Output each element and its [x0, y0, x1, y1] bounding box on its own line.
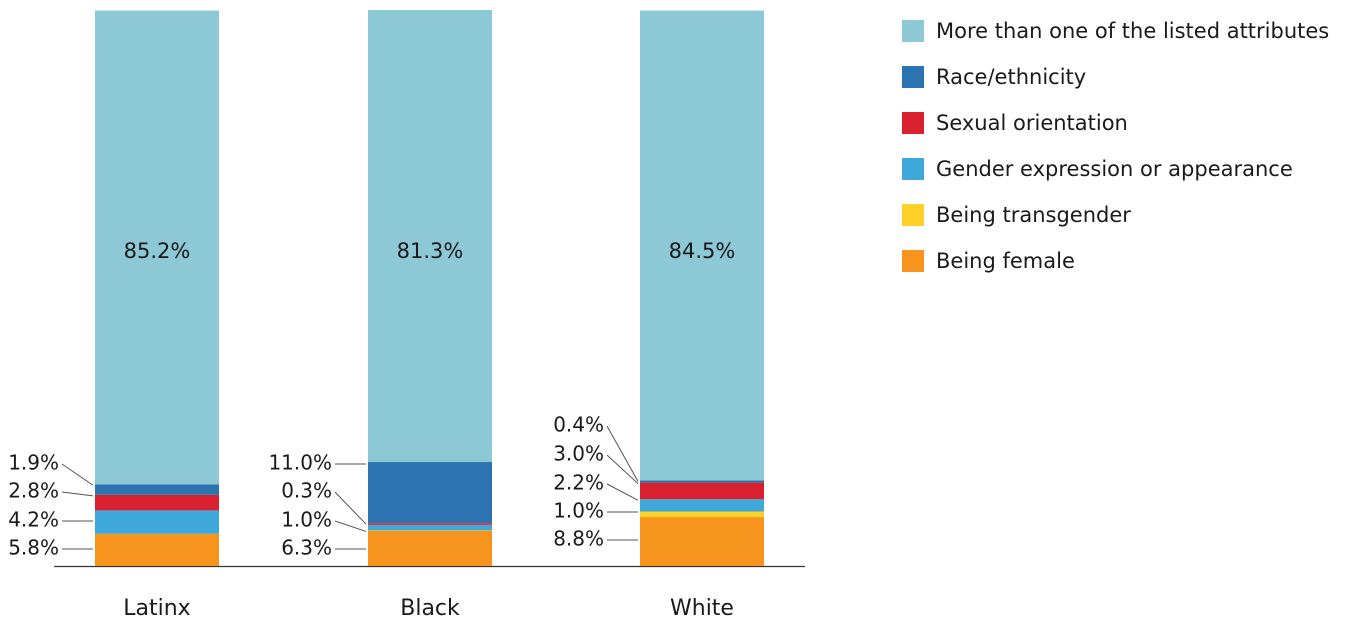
bar-segment-white-gender-expression-or-appearance — [640, 499, 764, 512]
bar-segment-black-being-female — [368, 530, 492, 566]
legend-label: Being female — [936, 249, 1075, 273]
legend-swatch — [902, 158, 924, 180]
legend-item-gender-expression: Gender expression or appearance — [902, 146, 1329, 192]
leader-line — [334, 491, 367, 525]
data-label-top: 81.3% — [397, 239, 464, 263]
leader-line — [61, 463, 94, 486]
data-label-side: 2.2% — [553, 471, 604, 495]
data-label-side: 2.8% — [8, 479, 59, 503]
bar-segment-latinx-sexual-orientation — [95, 494, 219, 511]
bar-segment-latinx-gender-expression-or-appearance — [95, 510, 219, 534]
legend-item-female: Being female — [902, 238, 1329, 284]
bar-segment-latinx-race-ethnicity — [95, 484, 219, 495]
data-label-side: 5.8% — [8, 536, 59, 560]
legend-item-race: Race/ethnicity — [902, 54, 1329, 100]
data-label-side: 3.0% — [553, 442, 604, 466]
category-label: Black — [400, 596, 460, 621]
bar-segment-white-race-ethnicity — [640, 480, 764, 483]
data-label-side: 8.8% — [553, 527, 604, 551]
data-label-side: 6.3% — [281, 536, 332, 560]
data-label-side: 0.3% — [281, 479, 332, 503]
bar-segment-white-more-than-one-of-the-listed-attributes — [640, 10, 764, 481]
leader-line — [61, 491, 94, 497]
legend: More than one of the listed attributes R… — [902, 8, 1329, 284]
category-label: Latinx — [123, 596, 190, 621]
data-label-side: 1.0% — [281, 508, 332, 532]
data-label-side: 0.4% — [553, 413, 604, 437]
legend-item-multiple: More than one of the listed attributes — [902, 8, 1329, 54]
legend-item-sexual-orientation: Sexual orientation — [902, 100, 1329, 146]
leader-line — [606, 425, 639, 482]
legend-label: More than one of the listed attributes — [936, 19, 1330, 43]
bar-segment-black-gender-expression-or-appearance — [368, 524, 492, 531]
legend-swatch — [902, 112, 924, 134]
data-label-top: 84.5% — [669, 239, 736, 263]
legend-label: Race/ethnicity — [936, 65, 1087, 89]
bar-segment-white-being-transgender — [640, 511, 764, 518]
leader-line — [606, 483, 639, 501]
data-label-side: 11.0% — [268, 451, 332, 475]
leader-line — [606, 454, 639, 484]
bar-segment-black-being-transgender — [368, 530, 492, 531]
bar-segment-black-more-than-one-of-the-listed-attributes — [368, 10, 492, 463]
legend-swatch — [902, 250, 924, 272]
bar-segment-latinx-more-than-one-of-the-listed-attributes — [95, 10, 219, 485]
category-label: White — [670, 596, 734, 621]
data-label-top: 85.2% — [124, 239, 191, 263]
leader-line — [334, 520, 367, 532]
bar-segment-black-sexual-orientation — [368, 523, 492, 525]
data-label-side: 1.9% — [8, 451, 59, 475]
legend-label: Gender expression or appearance — [936, 157, 1293, 181]
legend-swatch — [902, 20, 924, 42]
bar-segment-latinx-being-female — [95, 533, 219, 566]
legend-swatch — [902, 204, 924, 226]
bar-segment-black-race-ethnicity — [368, 462, 492, 524]
legend-label: Being transgender — [936, 203, 1131, 227]
data-label-side: 4.2% — [8, 508, 59, 532]
bar-segment-white-sexual-orientation — [640, 482, 764, 500]
legend-label: Sexual orientation — [936, 111, 1128, 135]
legend-swatch — [902, 66, 924, 88]
legend-item-transgender: Being transgender — [902, 192, 1329, 238]
bar-segment-white-being-female — [640, 517, 764, 566]
data-label-side: 1.0% — [553, 499, 604, 523]
